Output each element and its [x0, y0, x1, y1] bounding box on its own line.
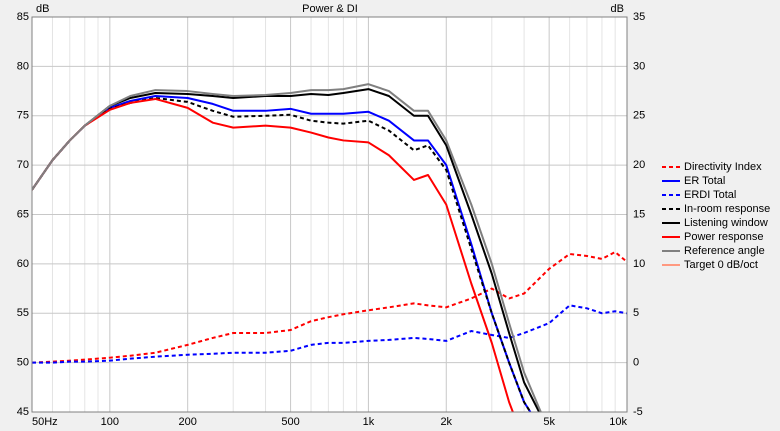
y-tick-label: 60 [17, 258, 29, 270]
y-tick-label: 45 [17, 406, 29, 418]
x-tick-label: 1k [363, 416, 375, 428]
y2-tick-label: 5 [633, 307, 639, 319]
y-tick-label: 85 [17, 11, 29, 23]
chart-title: Power & DI [302, 3, 358, 15]
series-line [32, 251, 627, 364]
y-tick-label: 80 [17, 60, 29, 72]
series-line [32, 97, 514, 412]
y-tick-label: 50 [17, 357, 29, 369]
y2-tick-label: 30 [633, 60, 645, 72]
legend-label: Reference angle [684, 245, 765, 257]
x-tick-label: 5k [543, 416, 555, 428]
x-tick-label: 100 [101, 416, 119, 428]
series-line [32, 83, 542, 412]
y2-axis-label: dB [611, 3, 624, 15]
legend-label: ER Total [684, 175, 725, 187]
x-tick-label: 2k [440, 416, 452, 428]
legend-label: Listening window [684, 217, 768, 229]
y-tick-label: 75 [17, 110, 29, 122]
y2-tick-label: 0 [633, 357, 639, 369]
legend-label: ERDI Total [684, 189, 736, 201]
y2-tick-label: 35 [633, 11, 645, 23]
y-tick-label: 70 [17, 159, 29, 171]
x-tick-label: 200 [179, 416, 197, 428]
y2-tick-label: 20 [633, 159, 645, 171]
series-line [32, 304, 627, 364]
y-tick-label: 65 [17, 208, 29, 220]
legend-label: Target 0 dB/oct [684, 259, 758, 271]
legend-label: In-room response [684, 203, 770, 215]
y-tick-label: 55 [17, 307, 29, 319]
y-axis-label: dB [36, 3, 49, 15]
y2-tick-label: 15 [633, 208, 645, 220]
x-tick-label: 10k [609, 416, 627, 428]
lines [32, 83, 627, 412]
y2-tick-label: 10 [633, 258, 645, 270]
x-tick-label: 500 [281, 416, 299, 428]
legend-label: Power response [684, 231, 764, 243]
legend-label: Directivity Index [684, 161, 762, 173]
y2-tick-label: 25 [633, 110, 645, 122]
y2-tick-label: -5 [633, 406, 643, 418]
plot-border [31, 16, 628, 413]
x-tick-label: 50Hz [32, 416, 58, 428]
